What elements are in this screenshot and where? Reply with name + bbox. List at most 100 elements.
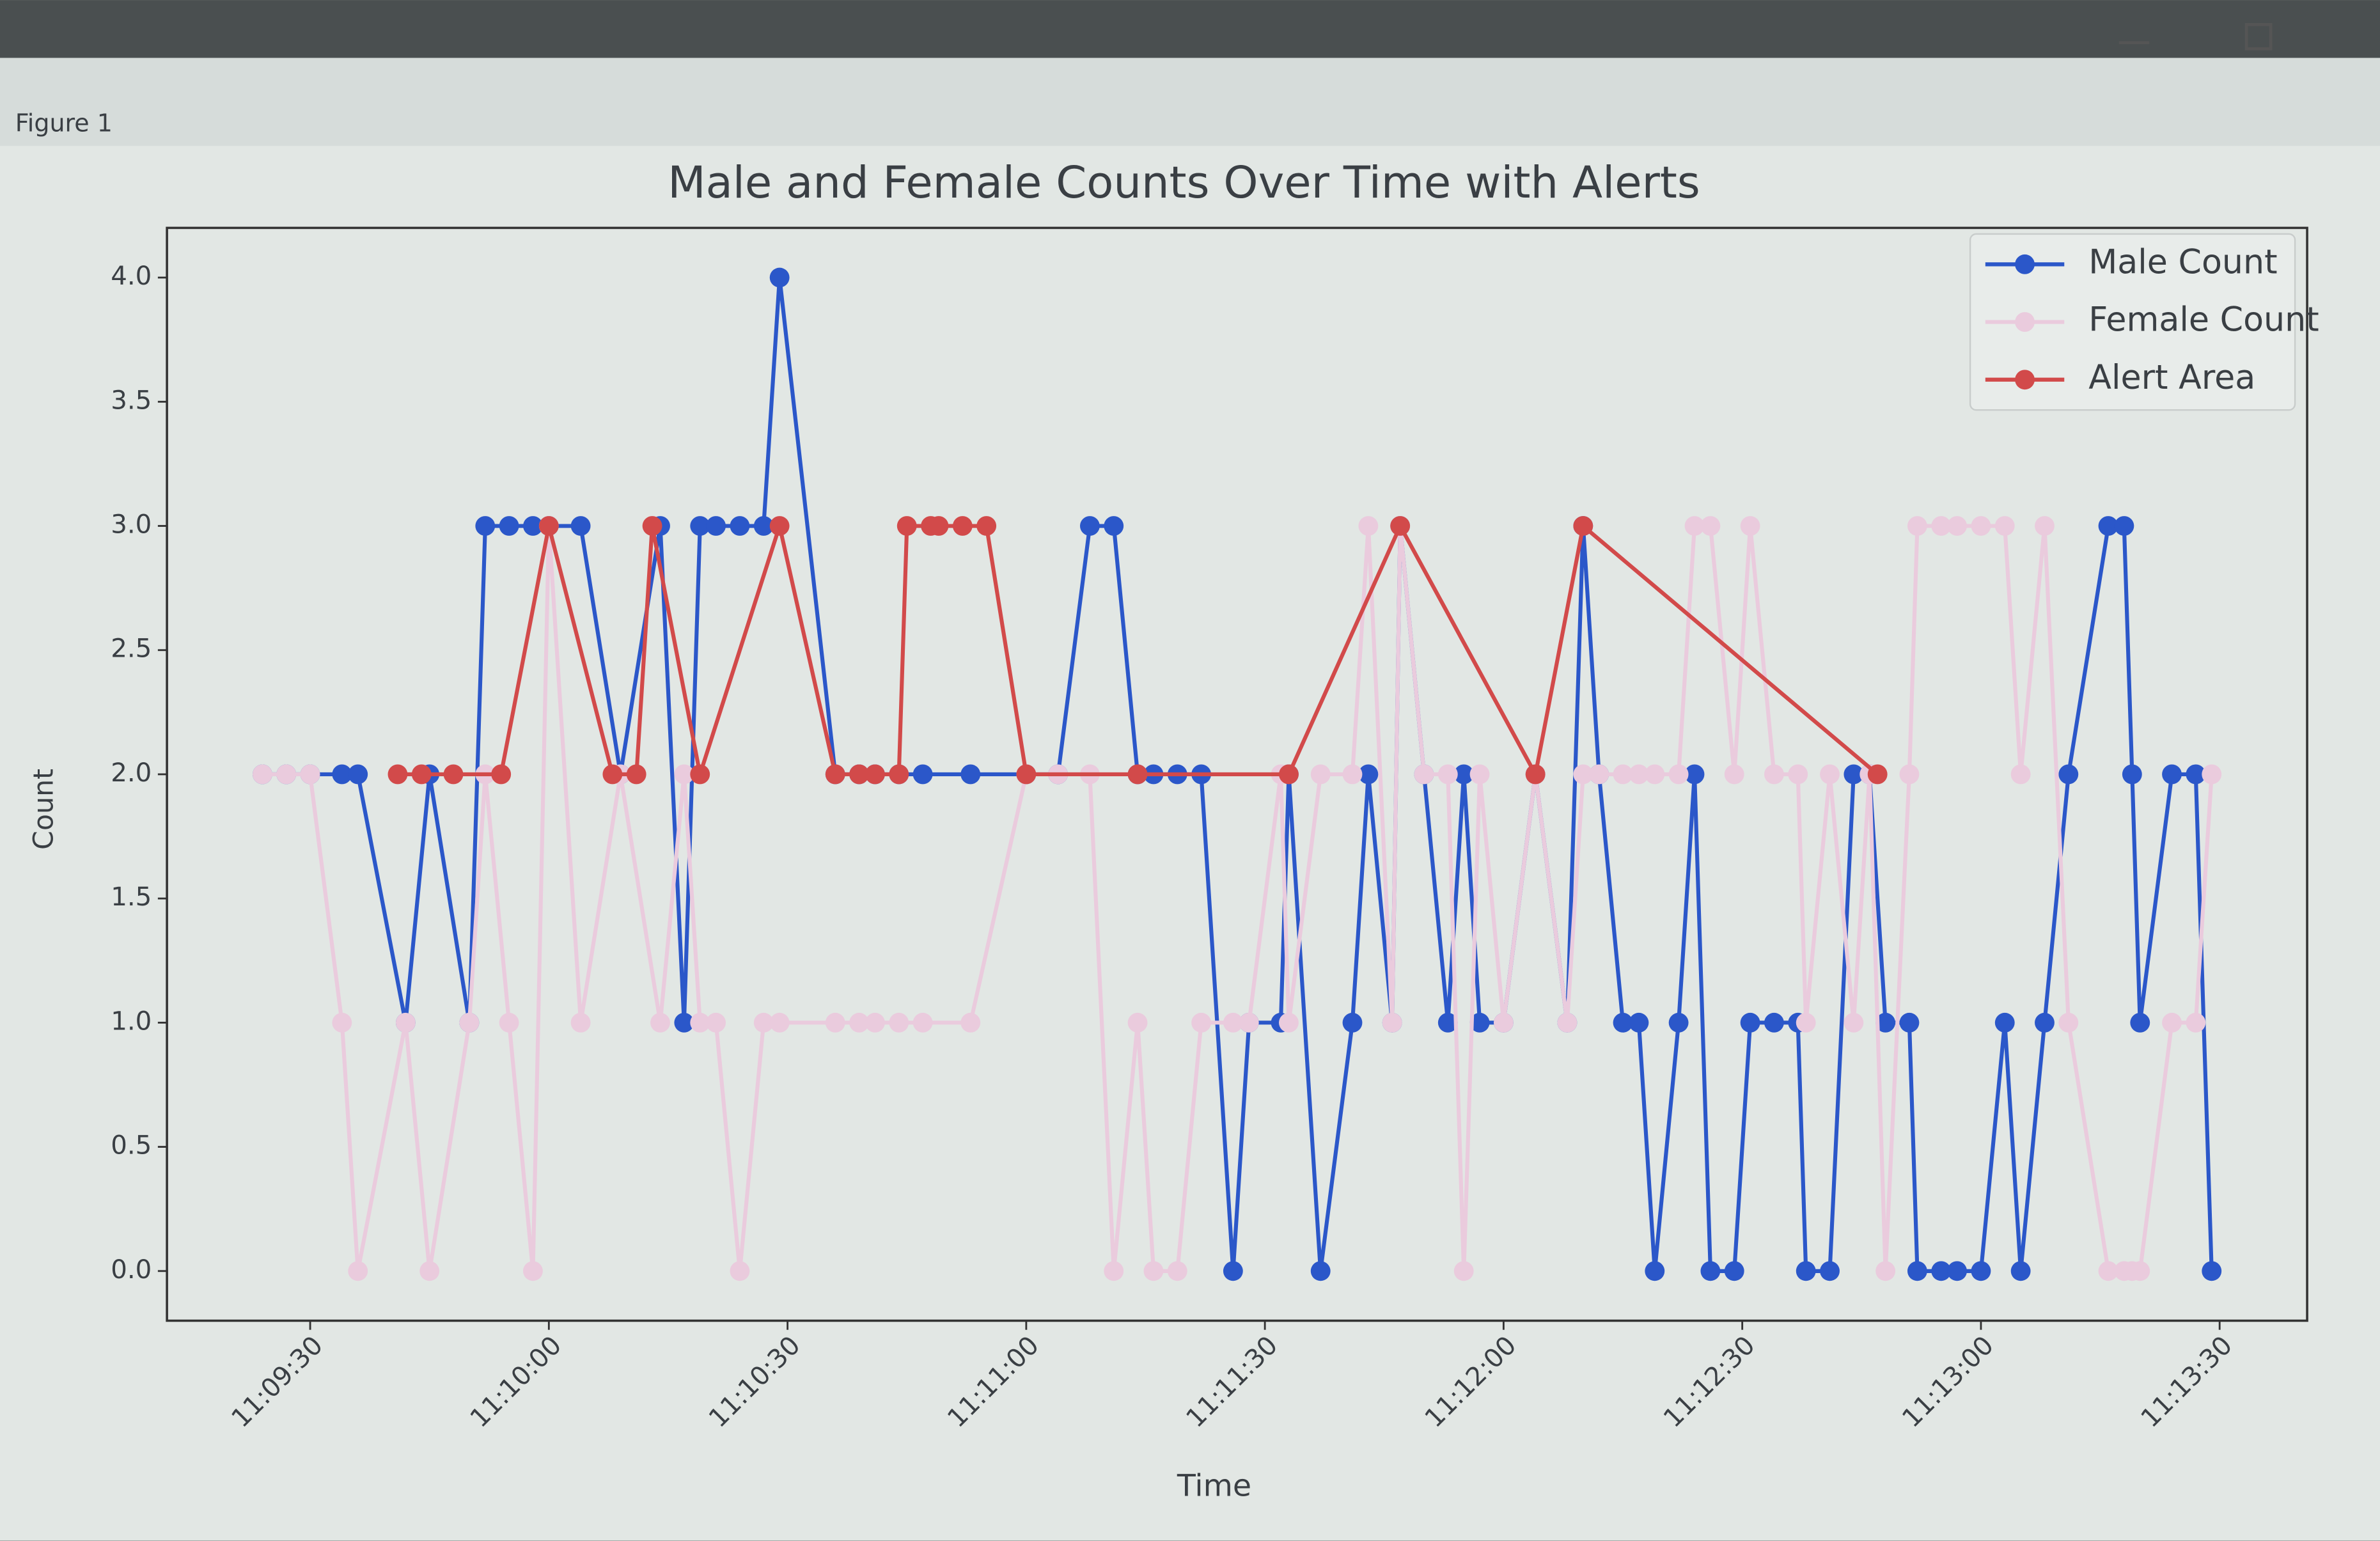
data-point [1382,1012,1402,1033]
data-point [1820,1261,1840,1281]
data-point [825,1012,845,1033]
data-point [1740,516,1760,536]
data-point [1994,516,2015,536]
data-point [1279,764,1299,785]
data-point [1764,764,1784,785]
data-point [865,1012,885,1033]
data-point [952,516,973,536]
data-point [1358,516,1379,536]
data-point [1493,1012,1514,1033]
data-point [769,516,790,536]
data-point [1740,1012,1760,1033]
data-point [912,764,933,785]
data-point [1223,1261,1243,1281]
data-point [1342,764,1363,785]
data-point [2162,764,2182,785]
data-point [1764,1012,1784,1033]
data-point [443,764,464,785]
data-point [2010,764,2031,785]
data-point [475,516,496,536]
data-point [523,1261,543,1281]
data-point [825,764,845,785]
data-point [1127,1012,1148,1033]
data-point [1191,1012,1212,1033]
data-point [2162,1012,2182,1033]
data-point [1104,1261,1124,1281]
data-point [706,1012,726,1033]
data-point [332,764,352,785]
data-point [1453,764,1474,785]
data-point [1310,764,1331,785]
data-point [769,1012,790,1033]
data-point [2202,1261,2222,1281]
data-point [1342,1012,1363,1033]
data-point [1573,516,1593,536]
data-point [849,764,870,785]
data-point [348,1261,368,1281]
legend-label: Female Count [2088,301,2319,340]
data-point [2122,764,2142,785]
legend-marker [2015,254,2035,274]
data-point [1931,516,1952,536]
data-point [2186,764,2206,785]
data-point [976,516,997,536]
data-point [1907,516,1927,536]
data-point [1613,1012,1633,1033]
data-point [411,764,432,785]
data-point [1867,764,1888,785]
data-point [395,1012,416,1033]
data-point [1104,516,1124,536]
data-point [2058,764,2079,785]
data-point [674,764,694,785]
data-point [1629,764,1649,785]
data-point [1469,764,1490,785]
data-point [896,516,917,536]
data-point [1557,1012,1578,1033]
window-title: Figure 1 [15,109,113,137]
data-point [690,516,710,536]
data-point [1899,1012,1920,1033]
data-point [1310,1261,1331,1281]
data-point [1907,1261,1927,1281]
data-point [1875,1261,1896,1281]
data-point [889,1012,909,1033]
data-point [1573,764,1593,785]
data-point [2202,764,2222,785]
data-point [1931,1261,1952,1281]
data-point [1279,1012,1299,1033]
data-point [674,1012,694,1033]
data-point [1079,516,1100,536]
data-point [1971,1261,1991,1281]
maximize-button[interactable] [2244,22,2273,51]
data-point [1994,1012,2015,1033]
y-tick-label: 3.0 [111,510,152,540]
data-point [2130,1012,2150,1033]
data-point [1358,764,1379,785]
data-point [849,1012,870,1033]
data-point [1684,516,1705,536]
y-tick-label: 4.0 [111,261,152,291]
data-point [1947,516,1968,536]
data-point [1437,1012,1458,1033]
data-point [491,764,512,785]
data-point [1414,764,1434,785]
data-point [1613,764,1633,785]
y-axis-label: Count [28,769,60,850]
data-point [1875,1012,1896,1033]
data-point [276,764,297,785]
data-point [2186,1012,2206,1033]
data-point [753,1012,774,1033]
data-point [706,516,726,536]
data-point [2114,516,2134,536]
y-tick-label: 2.0 [111,758,152,788]
y-tick-label: 1.0 [111,1006,152,1036]
data-point [753,516,774,536]
data-point [1899,764,1920,785]
data-point [2130,1261,2150,1281]
data-point [642,516,662,536]
data-point [1700,516,1721,536]
data-point [1971,516,1991,536]
data-point [538,516,559,536]
data-point [602,764,623,785]
